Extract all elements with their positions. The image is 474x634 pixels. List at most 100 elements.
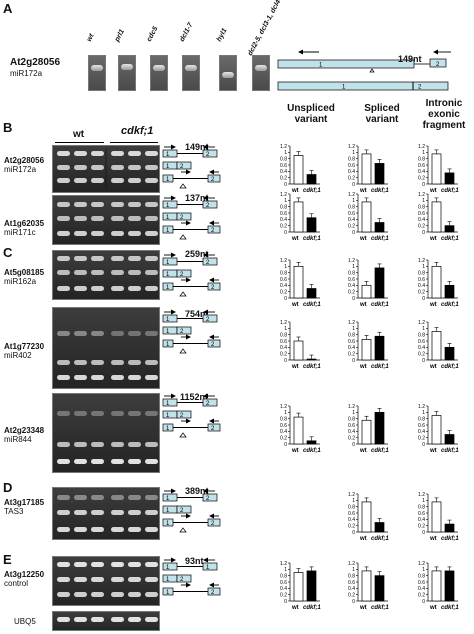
exon-box (202, 314, 218, 323)
x-tick-label-wt: wt (359, 188, 367, 194)
y-tick-label: 0.4 (280, 283, 287, 289)
amplicon-c2: 754nt (185, 309, 209, 319)
primer-arrowhead (171, 144, 176, 150)
gel-band (91, 202, 104, 207)
x-tick-label-wt: wt (429, 448, 437, 454)
x-tick-label-cdkf1: cdkf;1 (371, 364, 389, 370)
y-tick-label: 1 (284, 150, 287, 156)
y-tick-label: 0.8 (418, 156, 425, 162)
gene-name: At1g62035 (4, 219, 45, 228)
y-tick-label: 0.4 (280, 586, 287, 592)
bar-wt (431, 265, 442, 299)
gel-band (74, 202, 87, 207)
x-tick-label-wt: wt (359, 364, 367, 370)
row-label-b1: At2g28056 miR172a (4, 156, 44, 174)
y-tick-label: 0.6 (348, 163, 355, 169)
header-intronic: Intronic exonic fragment (422, 98, 466, 131)
x-tick-label-cdkf1: cdkf;1 (371, 236, 389, 242)
y-tick-label: 1.2 (348, 561, 355, 567)
gel-band (74, 178, 87, 183)
y-tick-label: 0.2 (418, 175, 425, 181)
exon-box (202, 493, 218, 502)
y-tick-label: 0 (352, 599, 355, 605)
exon-box (207, 423, 221, 432)
gel-band (57, 331, 70, 336)
x-tick-label-wt: wt (429, 236, 437, 242)
x-tick-label-cdkf1: cdkf;1 (303, 236, 321, 242)
primer-arrowhead (203, 252, 208, 258)
bar-cdkf1 (306, 174, 317, 185)
gel-band (74, 286, 87, 291)
x-tick-label-wt: wt (359, 448, 367, 454)
y-tick-label: 0.8 (348, 573, 355, 579)
x-tick-label-wt: wt (291, 188, 299, 194)
svg-text:1: 1 (342, 85, 346, 91)
row-label-d: At3g17185 TAS3 (4, 498, 44, 516)
y-tick-label: 0.2 (418, 592, 425, 598)
exon-box (207, 518, 221, 527)
gene-name: At5g08185 (4, 268, 45, 277)
exon-number: 2 (206, 496, 210, 502)
y-tick-label: 0.2 (348, 523, 355, 529)
bar-cdkf1 (444, 346, 455, 361)
gel-band (91, 165, 104, 170)
x-tick-label-wt: wt (291, 236, 299, 242)
gel-band (74, 331, 87, 336)
y-tick-label: 1 (422, 567, 425, 573)
x-tick-label-cdkf1: cdkf;1 (371, 448, 389, 454)
y-tick-label: 0 (352, 296, 355, 302)
gel-band (91, 216, 104, 221)
group-label-mutant: cdkf;1 (121, 125, 154, 137)
panel-letter-e: E (3, 552, 12, 567)
y-tick-label: 0.8 (418, 573, 425, 579)
amplicon-c3: 1152nt (180, 392, 209, 402)
gel-band (91, 231, 104, 236)
gel-band (111, 165, 124, 170)
primer-arrowhead (186, 513, 191, 519)
x-tick-label-wt: wt (291, 364, 299, 370)
y-tick-label: 1 (352, 150, 355, 156)
y-tick-label: 1.2 (280, 258, 287, 264)
amplicon-e: 93nt (185, 556, 204, 566)
gel-band (74, 375, 87, 380)
gel-band (111, 286, 124, 291)
primer-arrowhead (209, 334, 214, 340)
amplicon-b1: 149nt (185, 142, 209, 152)
gel-band (145, 216, 158, 221)
y-tick-label: 0.2 (348, 289, 355, 295)
x-tick-label-cdkf1: cdkf;1 (303, 302, 321, 308)
gel-band (128, 375, 141, 380)
exon-box (207, 225, 221, 234)
gel-band (145, 256, 158, 261)
bar-wt (431, 415, 442, 445)
primer-arrowhead (171, 195, 176, 201)
y-tick-label: 0.8 (348, 416, 355, 422)
y-tick-label: 0.2 (280, 223, 287, 229)
y-tick-label: 0 (422, 182, 425, 188)
primer-arrowhead (186, 277, 191, 283)
exon-number: 1 (166, 203, 170, 209)
y-tick-label: 0.6 (418, 339, 425, 345)
y-tick-label: 0.8 (280, 416, 287, 422)
gel-band (57, 286, 70, 291)
gel-band (128, 562, 141, 567)
gel-band (74, 151, 87, 156)
primer-arrowhead (186, 582, 191, 588)
bar-wt (361, 501, 372, 533)
y-tick-label: 0.2 (348, 435, 355, 441)
gel-band (57, 510, 70, 515)
gel-band (145, 411, 158, 416)
gel-e (52, 556, 160, 606)
y-tick-label: 0.2 (418, 289, 425, 295)
row-label-c3: At2g23348 miR844 (4, 426, 44, 444)
y-tick-label: 1 (284, 264, 287, 270)
primer-arrowhead (209, 277, 214, 283)
exon-box (176, 574, 192, 583)
mirna-site-marker (179, 348, 187, 354)
exon-box (202, 562, 218, 571)
exon-number: 2 (211, 342, 215, 348)
exon-number: 2 (211, 590, 215, 596)
gel-band (111, 562, 124, 567)
y-tick-label: 0 (352, 530, 355, 536)
